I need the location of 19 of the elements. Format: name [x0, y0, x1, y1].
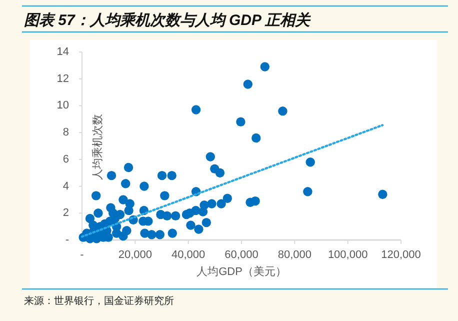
y-tick-label: 6	[62, 153, 69, 166]
x-tick-label: 100,000	[328, 249, 368, 261]
x-tick-label: 120,000	[381, 249, 421, 261]
y-tick-label: 10	[56, 100, 69, 112]
y-tick-label: -	[65, 234, 70, 246]
y-tick-label: 2	[62, 207, 69, 220]
source-note: 来源：世界银行，国金证券研究所	[24, 295, 174, 307]
x-tick-label: 80,000	[278, 249, 312, 261]
chart-title: 图表 57：人均乘机次数与人均 GDP 正相关	[24, 12, 312, 29]
x-axis-title: 人均GDP（美元）	[196, 265, 286, 278]
x-tick-label: 60,000	[224, 249, 258, 261]
y-axis-title: 人均乘机次数	[91, 114, 104, 180]
x-tick-label: -	[80, 249, 84, 261]
y-tick-label: 14	[56, 46, 69, 58]
x-tick-label: 20,000	[118, 249, 152, 261]
x-tick-label: 40,000	[172, 249, 206, 261]
y-tick-label: 8	[62, 126, 69, 139]
y-tick-label: 12	[56, 72, 69, 85]
y-tick-label: 4	[62, 180, 69, 192]
